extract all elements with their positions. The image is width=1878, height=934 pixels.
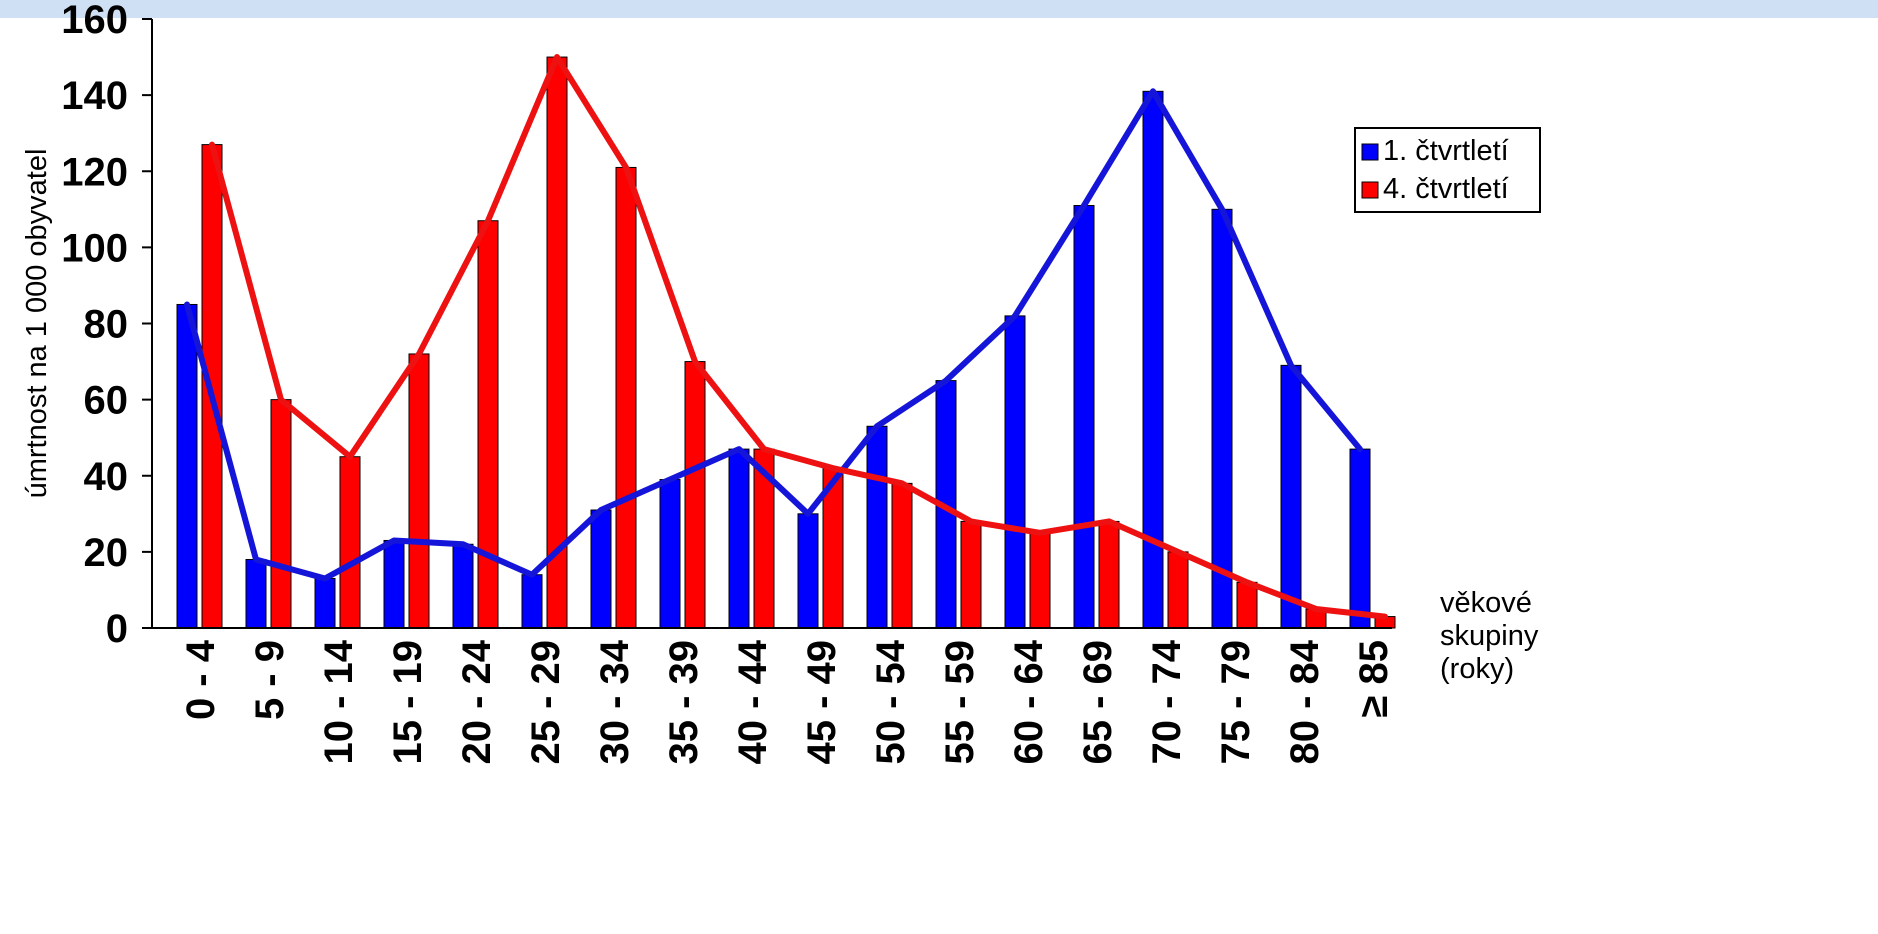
x-tick-label: 5 - 9 bbox=[248, 640, 292, 720]
legend-swatch bbox=[1361, 181, 1379, 199]
y-tick-label: 100 bbox=[61, 226, 128, 270]
bar-q1 bbox=[176, 303, 198, 629]
bar-q4 bbox=[1029, 532, 1051, 629]
legend-swatch bbox=[1361, 143, 1379, 161]
bar-q1 bbox=[521, 574, 543, 629]
x-tick-label: 35 - 39 bbox=[662, 640, 706, 765]
x-axis-title-line: skupiny bbox=[1440, 620, 1539, 652]
bar-q1 bbox=[866, 425, 888, 629]
bar-q4 bbox=[270, 399, 292, 629]
bar-q4 bbox=[477, 220, 499, 629]
x-tick-label: 10 - 14 bbox=[317, 639, 361, 764]
bar-q4 bbox=[408, 353, 430, 629]
bar-q1 bbox=[314, 578, 336, 629]
x-tick-label: 80 - 84 bbox=[1283, 639, 1327, 764]
legend: 1. čtvrtletí 4. čtvrtletí bbox=[1354, 127, 1541, 213]
x-tick-label: 25 - 29 bbox=[524, 640, 568, 765]
y-tick-label: 40 bbox=[84, 455, 129, 499]
legend-box bbox=[1354, 127, 1541, 213]
bar-q1 bbox=[1142, 90, 1164, 629]
bar-q1 bbox=[452, 543, 474, 629]
y-tick-label: 80 bbox=[84, 303, 129, 347]
bar-q4 bbox=[684, 361, 706, 629]
series-lines bbox=[184, 54, 1388, 620]
axes bbox=[151, 19, 1392, 629]
y-tick-label: 120 bbox=[61, 150, 128, 194]
bar-q1 bbox=[728, 448, 750, 629]
x-ticks: 0 - 4 5 - 9 10 - 14 15 - 19 20 - 24 25 - 29 30… bbox=[179, 639, 1396, 764]
x-tick-label: 20 - 24 bbox=[455, 639, 499, 764]
x-tick-label: 30 - 34 bbox=[593, 639, 637, 764]
y-axis-title-group: úmrtnost na 1 000 obyvatel bbox=[21, 149, 53, 499]
legend-label: 4. čtvrtletí bbox=[1383, 173, 1509, 205]
y-tick-label: 60 bbox=[84, 379, 129, 423]
bar-q4 bbox=[1236, 581, 1258, 629]
x-tick-label: 70 - 74 bbox=[1145, 639, 1189, 764]
bar-q4 bbox=[891, 482, 913, 629]
bar-q1 bbox=[1073, 205, 1095, 629]
bar-q1 bbox=[659, 479, 681, 629]
bar-q1 bbox=[1004, 315, 1026, 629]
x-tick-label: 65 - 69 bbox=[1076, 640, 1120, 765]
x-tick-label: 75 - 79 bbox=[1214, 640, 1258, 765]
bar-q1 bbox=[590, 509, 612, 629]
bar-q4 bbox=[1167, 551, 1189, 629]
y-ticks: 0 20 40 60 80 100 120 140 160 bbox=[61, 0, 152, 651]
x-tick-label: 60 - 64 bbox=[1007, 639, 1051, 764]
x-tick-label: 15 - 19 bbox=[386, 640, 430, 765]
line-q1 bbox=[184, 88, 1363, 582]
bar-q1 bbox=[1280, 364, 1302, 629]
x-axis-title-line: (roky) bbox=[1440, 653, 1514, 685]
y-tick-label: 160 bbox=[61, 0, 128, 42]
bar-q4 bbox=[339, 456, 361, 629]
x-tick-label: 0 - 4 bbox=[179, 639, 223, 720]
x-tick-label: 55 - 59 bbox=[938, 640, 982, 765]
x-tick-label: ≥ 85 bbox=[1352, 640, 1396, 718]
bars bbox=[176, 56, 1396, 629]
bar-q1 bbox=[797, 513, 819, 629]
bar-q1 bbox=[245, 558, 267, 629]
bar-q4 bbox=[1098, 520, 1120, 629]
x-tick-label: 50 - 54 bbox=[869, 639, 913, 764]
y-tick-label: 20 bbox=[84, 531, 129, 575]
x-axis-title-line: věkové bbox=[1440, 587, 1532, 619]
legend-label: 1. čtvrtletí bbox=[1383, 135, 1509, 167]
bar-q1 bbox=[383, 539, 405, 629]
bar-q4 bbox=[615, 166, 637, 629]
line-q4 bbox=[209, 54, 1388, 620]
bar-q4 bbox=[960, 520, 982, 629]
y-axis-title: úmrtnost na 1 000 obyvatel bbox=[21, 149, 53, 499]
y-tick-label: 0 bbox=[106, 607, 128, 651]
bar-q1 bbox=[1349, 448, 1371, 629]
x-tick-label: 45 - 49 bbox=[800, 640, 844, 765]
x-tick-label: 40 - 44 bbox=[731, 639, 775, 764]
y-tick-label: 140 bbox=[61, 74, 128, 118]
top-band bbox=[0, 0, 1878, 18]
